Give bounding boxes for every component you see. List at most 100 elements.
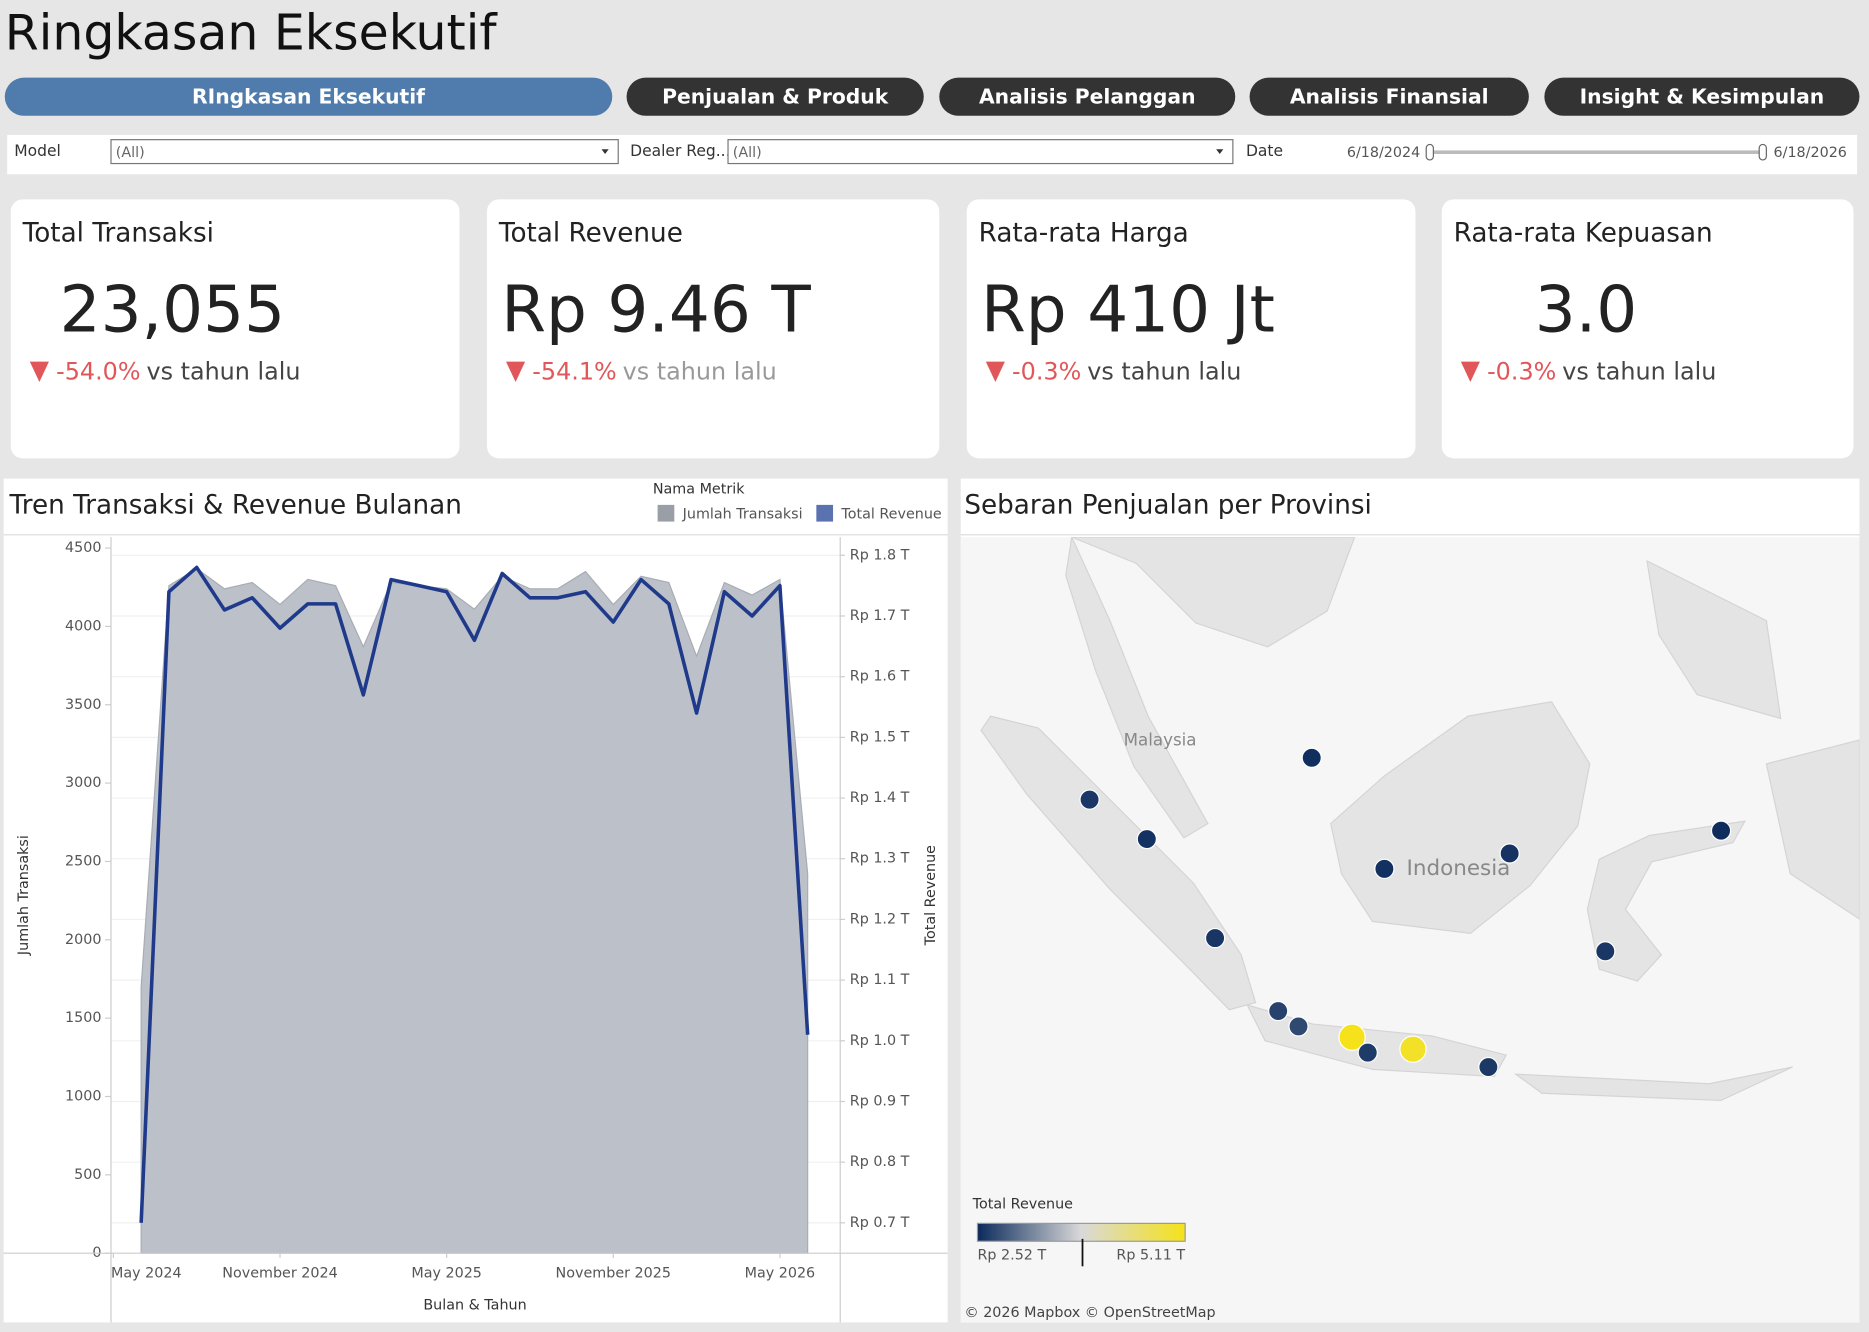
land (980, 715, 1257, 1011)
map-label: Malaysia (1124, 730, 1197, 750)
tab[interactable] (626, 77, 924, 116)
date-end: 6/18/2026 (1774, 145, 1847, 161)
change-value: -54.1% (532, 357, 616, 385)
down-arrow (985, 361, 1005, 382)
page-title: Ringkasan Eksekutif (5, 4, 499, 61)
slider-track (1429, 150, 1764, 154)
tab-label[interactable]: Penjualan & Produk (662, 84, 889, 108)
colorbar-max: Rp 5.11 T (1116, 1248, 1185, 1264)
kpi-change: -54.0% vs tahun lalu (56, 357, 300, 385)
dropdown-value: (All) (733, 145, 762, 161)
province-point[interactable] (1079, 789, 1100, 810)
down-arrow (1460, 361, 1480, 382)
land (1765, 739, 1860, 920)
province-point[interactable] (1710, 820, 1732, 841)
y2-tick-label: Rp 0.8 T (850, 1154, 910, 1170)
tab[interactable] (1544, 77, 1860, 116)
y-tick-label: 3500 (65, 697, 101, 713)
province-point[interactable] (1136, 828, 1157, 850)
kpi-value: Rp 9.46 T (501, 272, 811, 347)
y2-tick-label: Rp 1.7 T (850, 608, 910, 624)
y2-tick-label: Rp 0.9 T (850, 1093, 910, 1109)
kpi-card (1441, 199, 1854, 459)
slider-handle[interactable] (1758, 143, 1767, 161)
colorbar-min: Rp 2.52 T (977, 1248, 1046, 1264)
tab[interactable] (1249, 77, 1529, 116)
province-point[interactable] (1301, 747, 1322, 768)
kpi-change: -54.1% vs tahun lalu (532, 357, 776, 385)
x-tick-label: November 2024 (222, 1265, 337, 1281)
date-start: 6/18/2024 (1347, 145, 1420, 161)
kpi-title: Total Transaksi (22, 218, 214, 248)
dropdown-arrow (1216, 149, 1224, 154)
dropdown[interactable] (727, 139, 1234, 165)
y-tick-label: 500 (74, 1167, 101, 1183)
land (1646, 559, 1782, 720)
province-point[interactable] (1288, 1016, 1309, 1037)
map-area: Malaysia Indonesia (960, 537, 1860, 1323)
comparison: vs tahun lalu (146, 357, 300, 385)
province-point[interactable] (1204, 927, 1226, 949)
y-tick-label: 4500 (65, 540, 101, 556)
filter-label: Dealer Reg... (630, 142, 730, 160)
comparison: vs tahun lalu (623, 357, 777, 385)
tab-label[interactable]: RIngkasan Eksekutif (192, 84, 425, 108)
y2-tick-label: Rp 1.1 T (850, 972, 910, 988)
province-point[interactable] (1499, 843, 1520, 864)
colorbar-title: Total Revenue (972, 1196, 1073, 1212)
colorbar (976, 1222, 1186, 1242)
tab[interactable] (939, 77, 1236, 116)
y2-tick-label: Rp 1.3 T (850, 851, 910, 867)
dropdown-arrow (601, 149, 609, 154)
land (1330, 701, 1591, 934)
province-point[interactable] (1357, 1042, 1378, 1063)
y-axis-title: Jumlah Transaksi (16, 835, 32, 956)
y-tick-label: 1500 (65, 1010, 101, 1026)
legend-title: Nama Metrik (653, 481, 745, 497)
kpi-card (966, 199, 1416, 459)
y-tick-label: 3000 (65, 775, 101, 791)
tab-label[interactable]: Analisis Pelanggan (979, 84, 1196, 108)
tab-label[interactable]: Insight & Kesimpulan (1580, 84, 1825, 108)
dropdown[interactable] (110, 139, 619, 165)
x-axis-title: Bulan & Tahun (423, 1298, 526, 1314)
legend-label: Total Revenue (840, 506, 941, 522)
province-point[interactable] (1595, 941, 1616, 962)
land (1065, 537, 1209, 839)
slider-handle[interactable] (1425, 143, 1434, 161)
down-arrow (29, 361, 49, 382)
y2-tick-label: Rp 1.5 T (850, 729, 910, 745)
y2-tick-label: Rp 1.8 T (850, 547, 910, 563)
tab[interactable] (4, 77, 613, 116)
map-title: Sebaran Penjualan per Provinsi (964, 491, 1372, 521)
kpi-change: -0.3% vs tahun lalu (1487, 357, 1716, 385)
y2-axis-title: Total Revenue (923, 845, 939, 946)
kpi-card (486, 199, 940, 459)
change-value: -54.0% (56, 357, 140, 385)
kpi-title: Rata-rata Kepuasan (1454, 218, 1713, 248)
land (1071, 537, 1356, 648)
tab-label[interactable]: Analisis Finansial (1290, 84, 1489, 108)
y-tick-label: 2500 (65, 853, 101, 869)
province-point[interactable] (1374, 858, 1395, 880)
filter-label: Model (14, 142, 61, 160)
attribution: © 2026 Mapbox © OpenStreetMap (964, 1305, 1215, 1321)
kpi-change: -0.3% vs tahun lalu (1012, 357, 1241, 385)
y2-tick-label: Rp 1.6 T (850, 669, 910, 685)
down-arrow (506, 361, 526, 382)
province-point[interactable] (1268, 1000, 1289, 1022)
province-point[interactable] (1399, 1035, 1427, 1063)
province-point[interactable] (1478, 1056, 1499, 1078)
change-value: -0.3% (1487, 357, 1556, 385)
y-tick-label: 1000 (65, 1089, 101, 1105)
legend-swatch (816, 504, 834, 522)
kpi-title: Total Revenue (498, 218, 683, 248)
kpi-value: 23,055 (60, 272, 285, 347)
province-point[interactable] (1338, 1023, 1366, 1051)
chart-title: Tren Transaksi & Revenue Bulanan (9, 491, 462, 521)
kpi-value: 3.0 (1535, 272, 1637, 347)
filter-label: Date (1246, 142, 1283, 160)
y2-tick-label: Rp 0.7 T (850, 1215, 910, 1231)
